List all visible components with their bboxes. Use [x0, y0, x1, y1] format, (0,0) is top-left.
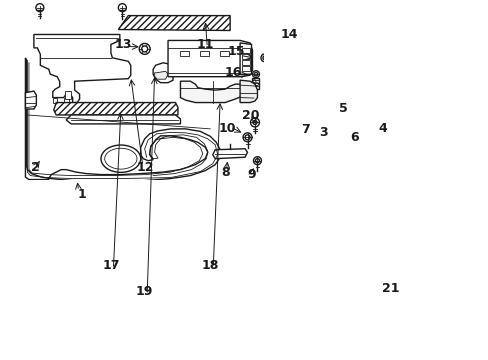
Text: 5: 5	[338, 102, 346, 114]
Text: 4: 4	[378, 122, 387, 135]
Polygon shape	[154, 71, 168, 79]
Text: 8: 8	[221, 166, 229, 179]
Polygon shape	[25, 58, 220, 182]
Text: 11: 11	[196, 38, 214, 51]
Polygon shape	[200, 51, 209, 57]
Polygon shape	[240, 80, 257, 103]
Polygon shape	[242, 60, 249, 65]
Text: 14: 14	[281, 28, 298, 41]
Polygon shape	[54, 103, 178, 115]
Polygon shape	[63, 98, 68, 103]
Text: 18: 18	[201, 259, 219, 272]
Polygon shape	[65, 91, 71, 99]
Polygon shape	[118, 15, 230, 31]
Text: 16: 16	[224, 66, 242, 79]
Polygon shape	[153, 63, 173, 83]
Text: 13: 13	[114, 38, 132, 51]
Polygon shape	[292, 142, 304, 160]
Polygon shape	[66, 115, 180, 124]
Polygon shape	[302, 141, 368, 160]
Polygon shape	[339, 112, 366, 122]
Polygon shape	[242, 48, 249, 53]
Text: 17: 17	[102, 259, 120, 272]
Polygon shape	[252, 78, 259, 89]
Text: 2: 2	[30, 161, 39, 174]
Text: 12: 12	[137, 161, 154, 174]
Text: 21: 21	[381, 282, 399, 295]
Text: 10: 10	[219, 122, 236, 135]
Text: 9: 9	[247, 168, 255, 181]
Polygon shape	[53, 98, 57, 103]
Text: 1: 1	[77, 188, 86, 201]
Polygon shape	[220, 51, 229, 57]
Polygon shape	[347, 114, 352, 118]
Polygon shape	[168, 40, 252, 77]
Polygon shape	[34, 35, 130, 103]
Text: 20: 20	[242, 109, 259, 122]
Polygon shape	[25, 91, 36, 109]
Polygon shape	[242, 66, 249, 71]
Text: 3: 3	[318, 126, 326, 139]
Text: 15: 15	[227, 45, 244, 58]
Polygon shape	[242, 54, 249, 59]
Text: 6: 6	[349, 131, 358, 144]
Polygon shape	[180, 81, 244, 103]
Polygon shape	[212, 149, 247, 159]
Polygon shape	[240, 43, 251, 74]
Text: 7: 7	[301, 123, 309, 136]
Polygon shape	[180, 51, 189, 57]
Text: 19: 19	[136, 285, 153, 298]
